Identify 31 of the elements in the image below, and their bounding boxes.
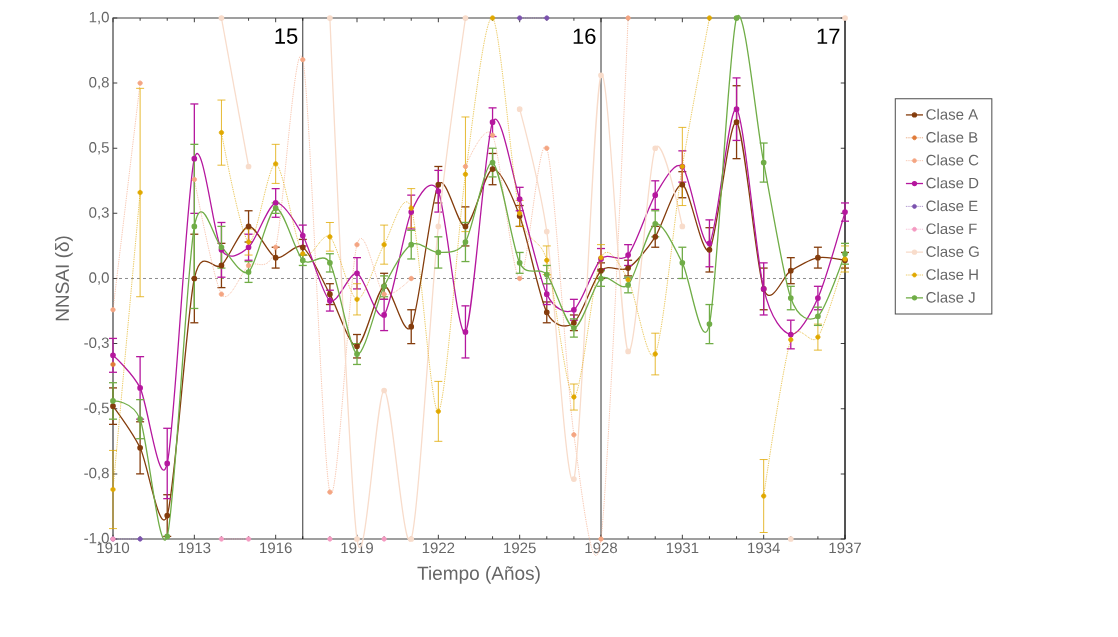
y-tick-label: 0,5 [89,142,109,155]
annotation: 17 [817,28,840,44]
legend-label: Clase J [926,291,975,303]
y-tick-label: -0,3 [84,337,109,350]
x-tick-label: 1934 [748,542,780,554]
y-tick-label: 1,0 [89,11,109,25]
legend-label: Clase B [926,131,978,143]
legend-label: Clase G [926,245,979,257]
x-tick-label: 1919 [341,542,373,554]
y-tick-label: -0,8 [84,467,109,481]
x-tick-label: 1925 [504,542,536,554]
y-tick-label: -0,5 [84,402,109,415]
x-tick-label: 1931 [666,542,699,554]
legend-label: Clase F [926,223,977,235]
y-tick-label: 0,0 [89,272,109,285]
y-axis-title: NNSAI (δ) [55,236,73,321]
annotation: 16 [573,28,596,45]
annotation: 15 [275,28,298,44]
x-axis-title: Tiempo (Años) [417,566,540,584]
legend-label: Clase D [926,177,979,189]
x-tick-label: 1937 [829,542,861,554]
x-tick-label: 1916 [260,542,292,554]
x-tick-label: 1913 [178,542,211,554]
y-tick-label: 0,8 [89,76,109,90]
y-tick-label: 0,3 [89,207,109,220]
x-tick-label: 1922 [422,542,455,554]
x-tick-label: 1928 [585,542,618,554]
legend-label: Clase E [926,200,978,212]
legend-label: Clase H [926,268,978,280]
legend-label: Clase A [926,108,979,120]
legend-label: Clase C [926,154,979,166]
